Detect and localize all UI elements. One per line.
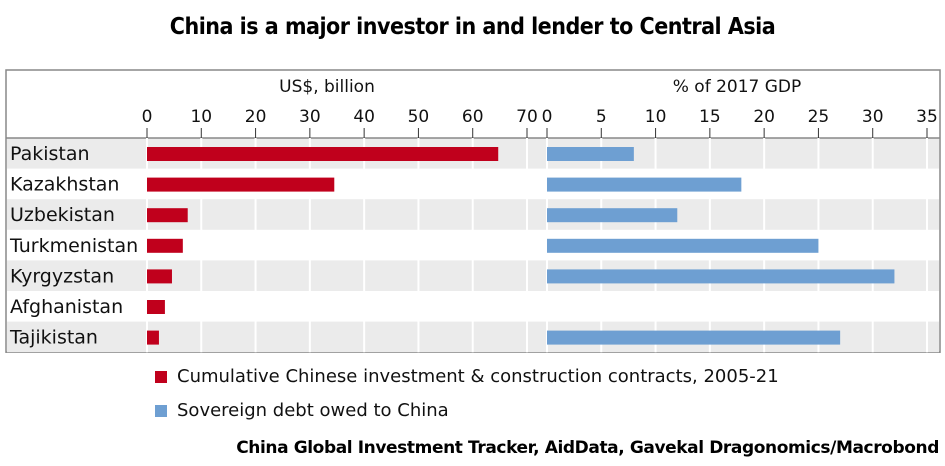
tick-label: 30 — [862, 107, 884, 127]
chart-title: China is a major investor in and lender … — [169, 14, 776, 40]
bar-uzbekistan — [147, 208, 188, 223]
category-label: Pakistan — [10, 143, 90, 165]
tick-label: 0 — [542, 107, 553, 127]
axis-title: % of 2017 GDP — [673, 77, 802, 97]
tick-label: 25 — [808, 107, 830, 127]
bar-afghanistan — [147, 300, 165, 314]
tick-label: 30 — [299, 107, 321, 127]
category-label: Tajikistan — [9, 327, 98, 349]
bar-turkmenistan — [147, 238, 183, 253]
bar-kyrgyzstan — [547, 269, 895, 284]
tick-label: 60 — [462, 107, 484, 127]
bar-kyrgyzstan — [147, 269, 172, 284]
bar-turkmenistan — [547, 238, 819, 253]
tick-label: 15 — [699, 107, 721, 127]
category-label: Kyrgyzstan — [10, 265, 114, 287]
tick-label: 5 — [596, 107, 607, 127]
tick-label: 10 — [190, 107, 212, 127]
tick-label: 20 — [245, 107, 267, 127]
legend-label: Cumulative Chinese investment & construc… — [177, 366, 779, 387]
tick-label: 50 — [408, 107, 430, 127]
legend-item-debt: Sovereign debt owed to China — [155, 400, 449, 421]
bar-kazakhstan — [547, 177, 742, 192]
bar-tajikistan — [147, 330, 159, 345]
tick-label: 10 — [645, 107, 667, 127]
axis-title: US$, billion — [279, 77, 375, 97]
legend-label: Sovereign debt owed to China — [177, 400, 449, 421]
bar-pakistan — [547, 147, 634, 161]
category-label: Uzbekistan — [10, 204, 115, 226]
category-label: Turkmenistan — [9, 235, 138, 257]
category-label: Afghanistan — [10, 296, 123, 318]
tick-label: 20 — [753, 107, 775, 127]
legend-swatch-blue — [155, 404, 167, 417]
bar-kazakhstan — [147, 177, 335, 192]
legend-item-investment: Cumulative Chinese investment & construc… — [155, 366, 779, 387]
tick-label: 40 — [353, 107, 375, 127]
tick-label: 35 — [916, 107, 938, 127]
category-label: Kazakhstan — [10, 174, 119, 196]
tick-label: 0 — [142, 107, 153, 127]
bar-uzbekistan — [547, 208, 678, 223]
bar-pakistan — [147, 147, 499, 161]
tick-label: 70 — [516, 107, 538, 127]
bar-tajikistan — [547, 330, 841, 345]
source-note: China Global Investment Tracker, AidData… — [236, 438, 939, 458]
legend-swatch-red — [155, 370, 167, 383]
